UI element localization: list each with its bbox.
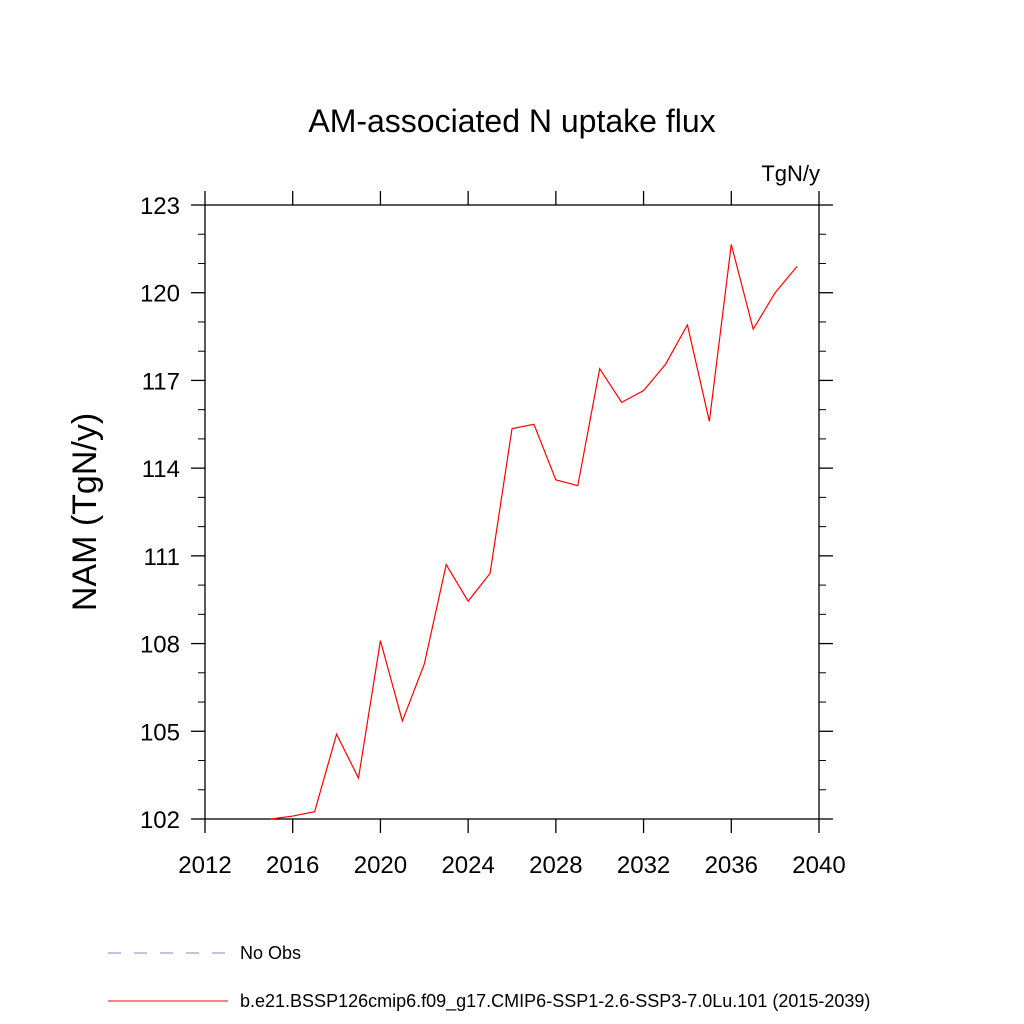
series-line: [270, 244, 798, 820]
x-tick-label: 2024: [441, 852, 494, 879]
x-tick-label: 2020: [354, 852, 407, 879]
y-tick-label: 111: [144, 544, 180, 571]
x-tick-label: 2040: [792, 852, 845, 879]
y-tick-label: 105: [140, 719, 180, 746]
y-tick-label: 117: [142, 368, 180, 395]
x-tick-label: 2036: [705, 852, 758, 879]
legend-label: b.e21.BSSP126cmip6.f09_g17.CMIP6-SSP1-2.…: [240, 991, 870, 1012]
y-tick-label: 120: [140, 281, 180, 308]
y-tick-label: 123: [140, 193, 180, 220]
x-tick-label: 2016: [266, 852, 319, 879]
plot-frame: [204, 204, 820, 820]
chart-title: AM-associated N uptake flux: [308, 103, 715, 139]
y-tick-label: 114: [142, 456, 180, 483]
axis-ticks: [191, 191, 833, 833]
x-tick-label: 2032: [617, 852, 670, 879]
units-label: TgN/y: [761, 161, 820, 186]
y-tick-label: 108: [140, 632, 180, 659]
y-tick-label: 102: [140, 807, 180, 834]
legend-label: No Obs: [240, 943, 301, 963]
data-series: [270, 244, 798, 820]
axis-tick-labels: 2012 2016 2020 2024 2028 2032 2036 2040 102 105 10…: [140, 193, 846, 879]
x-tick-label: 2012: [178, 852, 231, 879]
x-tick-label: 2028: [529, 852, 582, 879]
legend: No Obs b.e21.BSSP126cmip6.f09_g17.CMIP6-S…: [108, 943, 870, 1012]
y-axis-label: NAM (TgN/y): [66, 413, 104, 611]
